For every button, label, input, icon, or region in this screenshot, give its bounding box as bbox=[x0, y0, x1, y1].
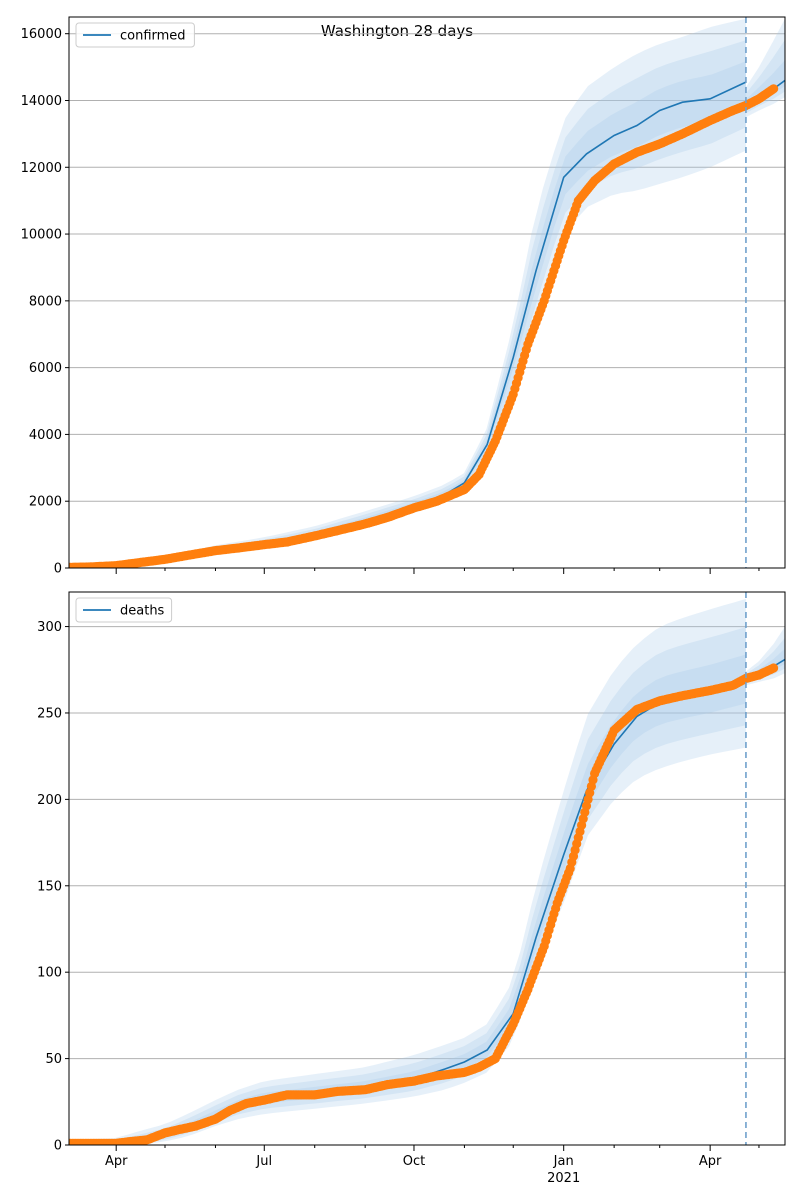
y-tick-label: 300 bbox=[37, 620, 62, 635]
legend-box bbox=[75, 22, 195, 48]
x-tick-label: Jul bbox=[255, 1154, 272, 1169]
observed-point bbox=[769, 663, 779, 673]
deaths-panel: 0 50 100 150 200 250 300 Apr Jul Oct Jan 2021 Apr dea… bbox=[37, 591, 786, 1186]
y-tick-label: 2000 bbox=[29, 495, 62, 510]
x-tick-label: Apr bbox=[699, 1154, 722, 1169]
y-tick-label: 200 bbox=[37, 793, 62, 808]
x-tick-sublabel: 2021 bbox=[547, 1171, 580, 1186]
axes-frame bbox=[68, 591, 786, 1146]
uncertainty-band bbox=[745, 39, 785, 114]
observed-point bbox=[769, 84, 779, 94]
uncertainty-band bbox=[69, 654, 746, 1144]
y-tick-label: 150 bbox=[37, 879, 62, 894]
y-tick-label: 0 bbox=[54, 1139, 62, 1154]
uncertainty-band bbox=[69, 598, 746, 1145]
uncertainty-band bbox=[69, 627, 746, 1145]
uncertainty-band bbox=[69, 61, 746, 567]
y-tick-label: 4000 bbox=[29, 428, 62, 443]
y-tick-label: 50 bbox=[45, 1052, 62, 1067]
uncertainty-band bbox=[69, 40, 746, 567]
plot-area bbox=[69, 18, 785, 568]
y-tick-label: 12000 bbox=[21, 161, 62, 176]
axes-frame bbox=[68, 16, 786, 569]
y-tick-label: 10000 bbox=[21, 228, 62, 243]
plot-area bbox=[69, 598, 785, 1145]
y-tick-label: 8000 bbox=[29, 294, 62, 309]
y-tick-label: 250 bbox=[37, 706, 62, 721]
confirmed-panel: 0 2000 4000 6000 8000 10000 12000 14000 16000 con… bbox=[21, 16, 786, 577]
y-tick-label: 0 bbox=[54, 562, 62, 577]
y-tick-label: 14000 bbox=[21, 94, 62, 109]
legend-label: confirmed bbox=[120, 29, 186, 44]
legend-label: deaths bbox=[120, 604, 165, 619]
uncertainty-band bbox=[69, 18, 746, 567]
y-tick-label: 16000 bbox=[21, 27, 62, 42]
y-tick-label: 6000 bbox=[29, 361, 62, 376]
x-tick-label: Apr bbox=[105, 1154, 128, 1169]
x-tick-label: Oct bbox=[403, 1154, 425, 1169]
y-tick-label: 100 bbox=[37, 966, 62, 981]
figure-title: Washington 28 days bbox=[321, 22, 473, 40]
legend-box bbox=[75, 597, 173, 623]
x-tick-label: Jan bbox=[553, 1154, 574, 1169]
